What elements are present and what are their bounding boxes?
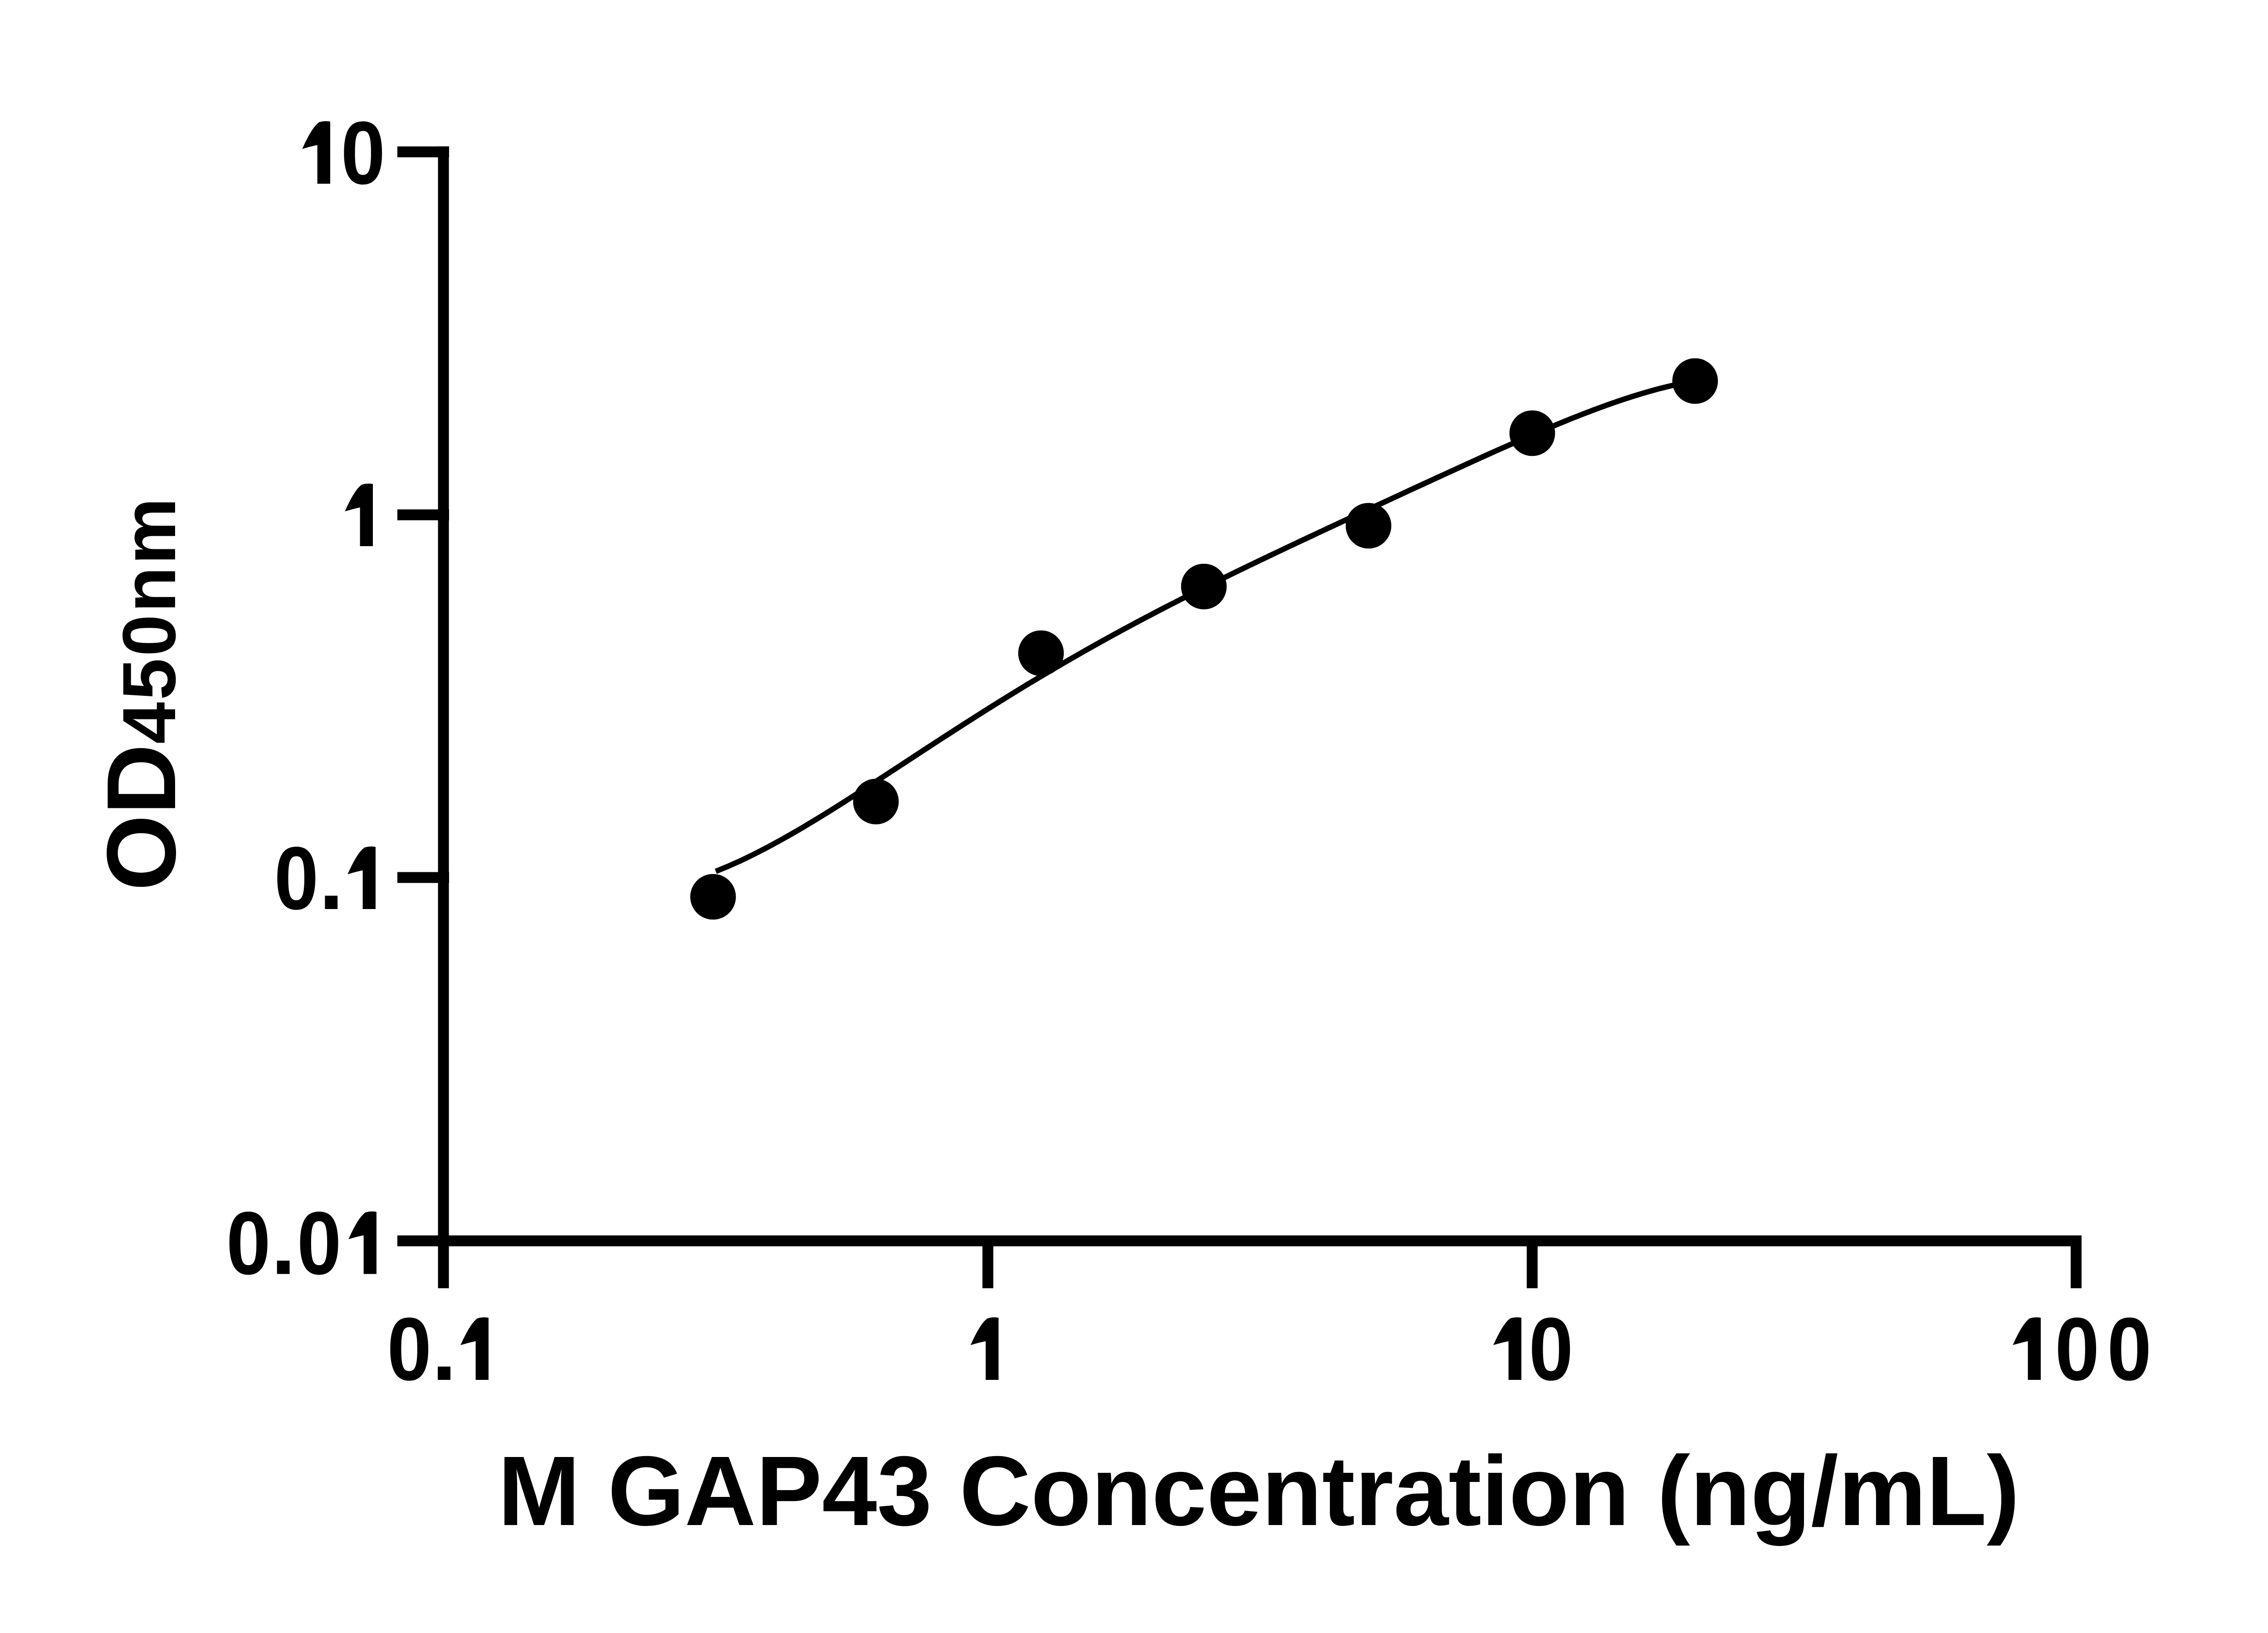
svg-text:.: .: [432, 1299, 457, 1399]
svg-text:0: 0: [2055, 1299, 2099, 1399]
svg-text:M GAP43 Concentration (ng/mL): M GAP43 Concentration (ng/mL): [498, 1436, 2020, 1546]
svg-text:0: 0: [341, 103, 385, 203]
svg-text:.: .: [271, 1193, 296, 1293]
svg-text:0: 0: [274, 828, 318, 928]
svg-text:0: 0: [387, 1299, 431, 1399]
svg-text:.: .: [319, 828, 344, 928]
svg-text:0: 0: [226, 1193, 271, 1293]
svg-text:0: 0: [1529, 1299, 1573, 1399]
svg-text:0: 0: [2107, 1299, 2151, 1399]
svg-text:0: 0: [297, 1193, 342, 1293]
